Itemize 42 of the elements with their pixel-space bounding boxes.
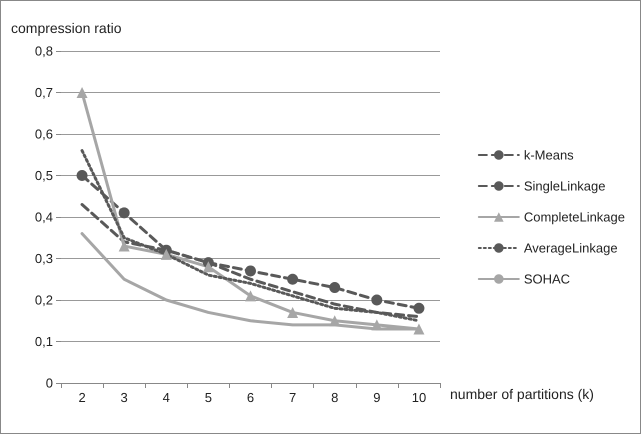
x-tick-label: 4 [162, 390, 170, 405]
y-tick-label: 0,3 [34, 251, 53, 266]
x-tick-label: 7 [288, 390, 296, 405]
point [371, 294, 382, 306]
point [371, 319, 382, 330]
x-tick-label: 9 [373, 390, 380, 405]
point [202, 261, 214, 272]
x-tick-label: 8 [331, 390, 338, 405]
point [287, 274, 298, 285]
point [329, 315, 340, 326]
x-tick-label: 2 [78, 390, 86, 405]
legend-label: SOHAC [524, 272, 570, 286]
legend-label: AverageLinkage [524, 240, 618, 256]
y-tick-label: 0,4 [34, 210, 53, 224]
x-tick-label: 10 [412, 390, 426, 405]
y-tick-label: 0,7 [34, 85, 53, 100]
y-tick-label: 0 [46, 376, 53, 390]
point [413, 302, 424, 314]
point [245, 265, 256, 276]
x-tick-label: 6 [246, 390, 254, 405]
point [76, 87, 88, 98]
y-tick-label: 0,6 [34, 126, 53, 142]
x-tick-label: 3 [120, 390, 128, 405]
line-series [80, 149, 420, 322]
point [245, 290, 256, 302]
y-tick-label: 0,8 [34, 44, 53, 58]
y-axis-title: compression ratio [11, 20, 122, 36]
point [76, 170, 88, 181]
y-tick-label: 0,5 [34, 168, 53, 183]
legend-label: SingleLinkage [524, 178, 606, 194]
point [329, 282, 340, 294]
point [160, 248, 172, 260]
point [118, 240, 130, 252]
point [287, 306, 298, 318]
y-tick-label: 0,1 [34, 334, 53, 349]
point [413, 324, 424, 335]
y-tick-label: 0,2 [34, 292, 53, 308]
x-tick-label: 5 [204, 390, 212, 405]
legend-label: CompleteLinkage [524, 210, 626, 224]
point [118, 207, 130, 218]
x-axis-title: number of partitions (k) [450, 386, 594, 402]
legend-label: k-Means [524, 148, 574, 162]
